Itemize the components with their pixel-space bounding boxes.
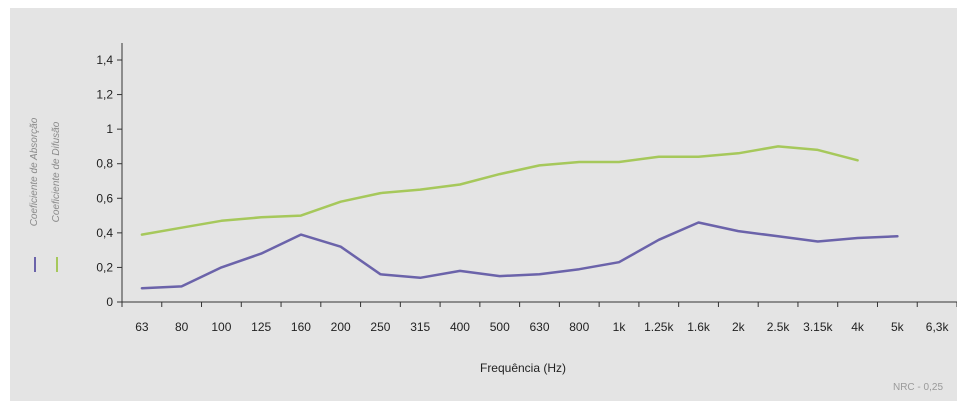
x-tick-label: 63 bbox=[135, 320, 149, 334]
legend-label-absorption: Coeficiente de Absorção bbox=[29, 117, 40, 226]
y-tick-label: 1,2 bbox=[96, 88, 113, 102]
y-tick-label: 0,2 bbox=[96, 260, 113, 274]
x-tick-label: 160 bbox=[291, 320, 311, 334]
x-tick-label: 6,3k bbox=[926, 320, 950, 334]
x-axis-label: Frequência (Hz) bbox=[480, 361, 566, 375]
legend-label-diffusion: Coeficiente de Difusão bbox=[51, 121, 62, 222]
chart-panel: 0 0,2 0,4 0,6 0,8 1 1,2 1,4 63 80 100 125 160 200 250… bbox=[10, 8, 957, 401]
x-tick-label: 1.6k bbox=[687, 320, 711, 334]
x-tick-label: 250 bbox=[370, 320, 390, 334]
series-lines bbox=[140, 145, 899, 290]
x-tick-label: 4k bbox=[851, 320, 865, 334]
x-tick-label: 2k bbox=[732, 320, 746, 334]
x-tick-label: 100 bbox=[211, 320, 231, 334]
y-tick-label: 1,4 bbox=[96, 53, 113, 67]
x-tick-label: 400 bbox=[450, 320, 470, 334]
series-line-diffusion bbox=[140, 145, 859, 236]
x-tick-label: 315 bbox=[410, 320, 430, 334]
y-tick-label: 0,8 bbox=[96, 157, 113, 171]
y-tick-label: 0,6 bbox=[96, 191, 113, 205]
x-tick-label: 1k bbox=[613, 320, 627, 334]
acoustic-chart: 0 0,2 0,4 0,6 0,8 1 1,2 1,4 63 80 100 125 160 200 250… bbox=[29, 43, 957, 375]
x-tick-label: 3.15k bbox=[803, 320, 833, 334]
y-tick-label: 0,4 bbox=[96, 226, 113, 240]
x-tick-label: 200 bbox=[331, 320, 351, 334]
axes bbox=[117, 43, 957, 307]
x-tick-label: 5k bbox=[891, 320, 905, 334]
y-tick-labels: 0 0,2 0,4 0,6 0,8 1 1,2 1,4 bbox=[96, 53, 113, 309]
x-tick-label: 800 bbox=[569, 320, 589, 334]
x-tick-label: 125 bbox=[251, 320, 271, 334]
x-tick-label: 1.25k bbox=[644, 320, 674, 334]
y-tick-label: 0 bbox=[106, 295, 113, 309]
x-tick-label: 80 bbox=[175, 320, 189, 334]
legend: Coeficiente de Absorção Coeficiente de Di… bbox=[29, 117, 62, 272]
nrc-note: NRC - 0,25 bbox=[892, 382, 943, 393]
series-line-absorption bbox=[140, 221, 899, 290]
x-tick-label: 500 bbox=[490, 320, 510, 334]
x-tick-label: 630 bbox=[529, 320, 549, 334]
x-tick-labels: 63 80 100 125 160 200 250 315 400 500 630 800 1k 1.25… bbox=[135, 320, 949, 334]
y-tick-label: 1 bbox=[106, 122, 113, 136]
x-tick-label: 2.5k bbox=[767, 320, 791, 334]
